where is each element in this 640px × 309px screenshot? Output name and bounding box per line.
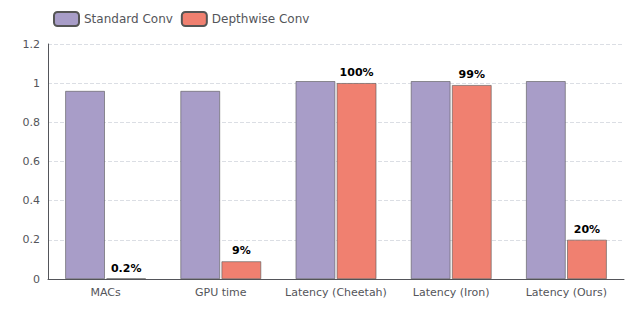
svg-text:1: 1 bbox=[33, 77, 40, 90]
svg-text:GPU time: GPU time bbox=[195, 286, 247, 299]
svg-text:20%: 20% bbox=[574, 223, 600, 236]
svg-text:Latency (Ours): Latency (Ours) bbox=[526, 286, 607, 299]
svg-text:0.4: 0.4 bbox=[23, 194, 41, 207]
svg-text:0.2: 0.2 bbox=[23, 233, 41, 246]
svg-text:0.8: 0.8 bbox=[23, 116, 41, 129]
svg-text:9%: 9% bbox=[232, 244, 251, 257]
svg-text:0: 0 bbox=[33, 273, 40, 286]
svg-text:Latency (Cheetah): Latency (Cheetah) bbox=[285, 286, 387, 299]
svg-text:99%: 99% bbox=[459, 68, 485, 81]
svg-text:Standard Conv: Standard Conv bbox=[84, 12, 173, 26]
svg-text:Depthwise Conv: Depthwise Conv bbox=[212, 12, 310, 26]
svg-text:MACs: MACs bbox=[90, 286, 121, 299]
svg-text:0.6: 0.6 bbox=[23, 155, 41, 168]
svg-text:0.2%: 0.2% bbox=[111, 262, 142, 275]
svg-text:100%: 100% bbox=[340, 66, 374, 79]
svg-text:Latency (Iron): Latency (Iron) bbox=[413, 286, 490, 299]
svg-text:1.2: 1.2 bbox=[23, 38, 41, 51]
